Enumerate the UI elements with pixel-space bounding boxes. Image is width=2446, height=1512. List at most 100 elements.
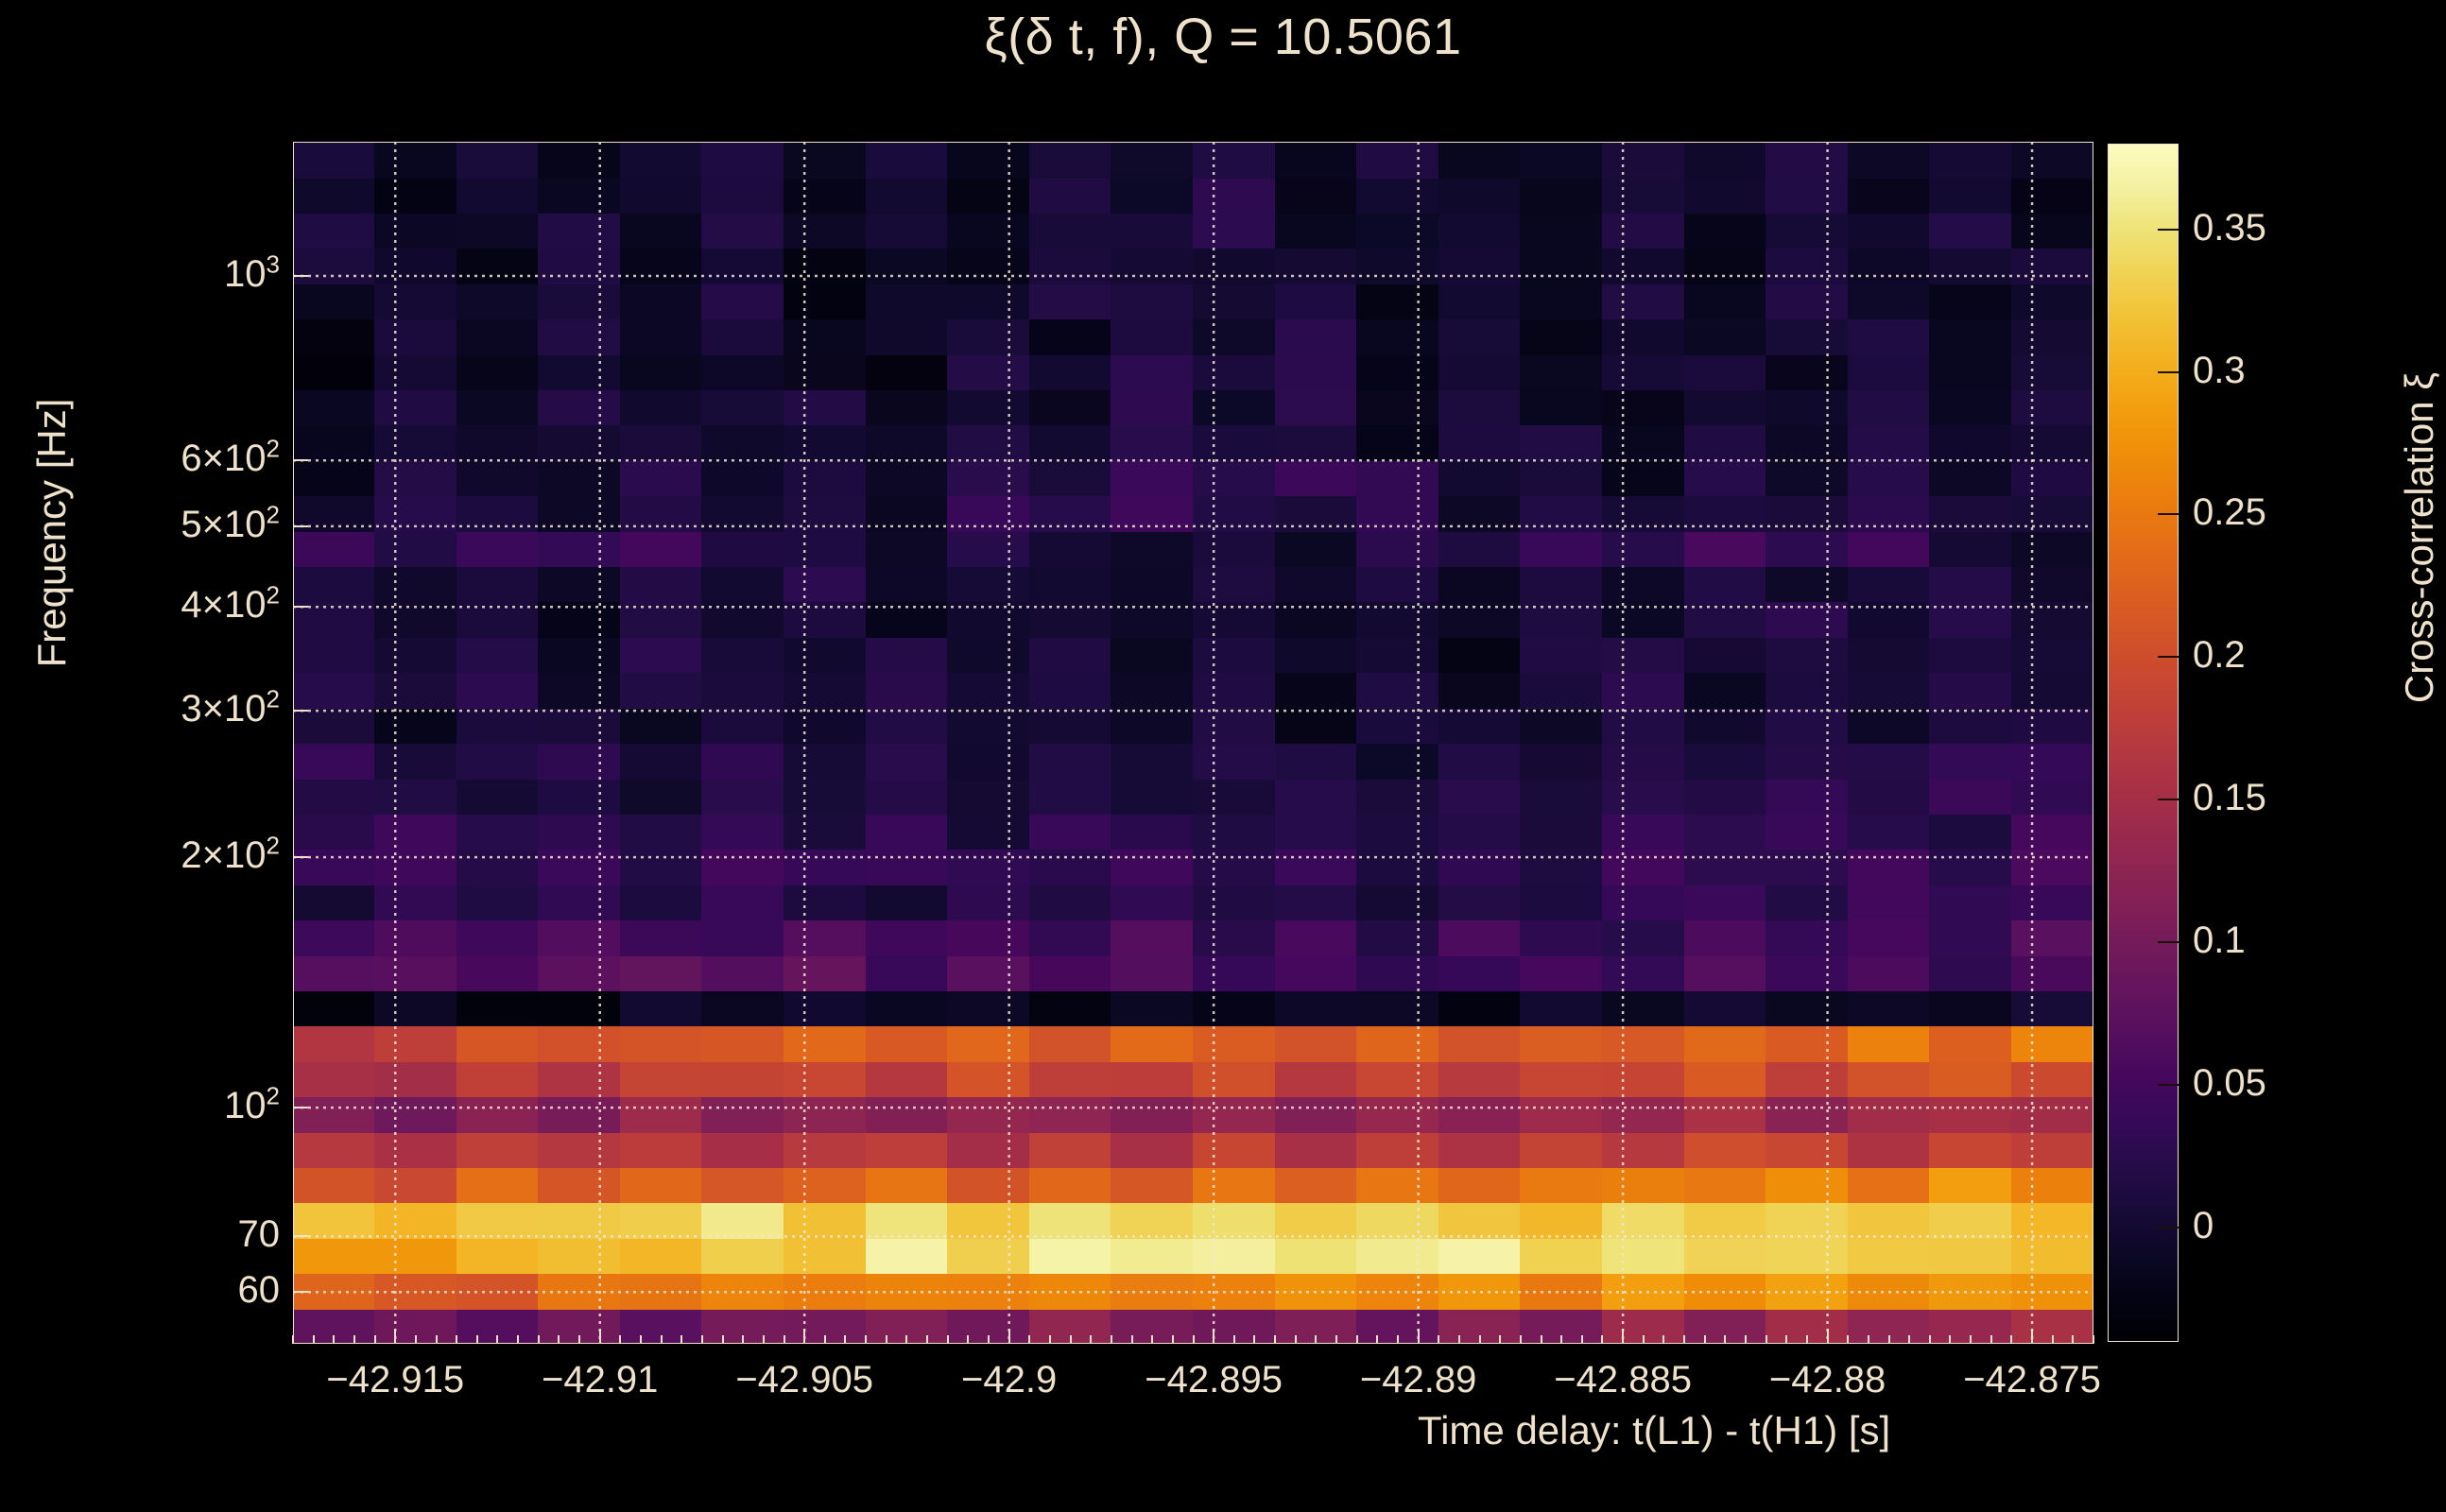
- x-minor-tick-mark: [1765, 1335, 1767, 1344]
- x-minor-tick-mark: [353, 1335, 355, 1344]
- colorbar-tick-mark: [2158, 228, 2179, 231]
- x-minor-tick-mark: [700, 1335, 703, 1344]
- y-tick-label: 4×102: [181, 580, 280, 627]
- x-minor-tick-mark: [558, 1335, 560, 1344]
- y-tick-label: 102: [224, 1081, 280, 1127]
- x-minor-tick-mark: [1192, 1335, 1195, 1344]
- x-minor-tick-mark: [1396, 1335, 1399, 1344]
- x-tick-label: −42.895: [1145, 1359, 1283, 1400]
- x-minor-tick-mark: [1949, 1335, 1952, 1344]
- colorbar-tick-mark: [2158, 656, 2179, 659]
- x-axis-title: Time delay: t(L1) - t(H1) [s]: [1418, 1408, 1891, 1452]
- heatmap-canvas: [293, 142, 2093, 1344]
- y-axis-title: Frequency [Hz]: [29, 398, 74, 668]
- x-minor-tick-mark: [1232, 1335, 1235, 1344]
- x-minor-tick-mark: [1703, 1335, 1706, 1344]
- x-minor-tick-mark: [1540, 1335, 1542, 1344]
- x-minor-tick-mark: [517, 1335, 520, 1344]
- x-minor-tick-mark: [885, 1335, 887, 1344]
- x-minor-tick-mark: [1253, 1335, 1256, 1344]
- x-minor-tick-mark: [1171, 1335, 1174, 1344]
- colorbar-tick-mark: [2158, 1084, 2179, 1087]
- x-tick-label: −42.915: [326, 1359, 465, 1400]
- x-minor-tick-mark: [2010, 1335, 2013, 1344]
- x-minor-tick-mark: [435, 1335, 438, 1344]
- x-tick-label: −42.875: [1963, 1359, 2101, 1400]
- y-tick-label: 3×102: [181, 684, 280, 730]
- y-tick-label: 2×102: [181, 831, 280, 877]
- x-minor-tick-mark: [1478, 1335, 1481, 1344]
- x-minor-tick-mark: [823, 1335, 826, 1344]
- x-minor-tick-mark: [865, 1335, 868, 1344]
- x-minor-tick-mark: [1028, 1335, 1031, 1344]
- colorbar-tick-mark: [2158, 370, 2179, 373]
- x-minor-tick-mark: [640, 1335, 642, 1344]
- x-minor-tick-mark: [926, 1335, 929, 1344]
- y-tick-mark: [293, 856, 308, 859]
- colorbar-tick-mark: [2158, 941, 2179, 944]
- x-minor-tick-mark: [1826, 1335, 1829, 1344]
- colorbar-tick-label: 0.3: [2193, 349, 2246, 391]
- x-tick-label: −42.89: [1359, 1359, 1477, 1400]
- colorbar-tick-label: 0.35: [2193, 206, 2266, 249]
- x-minor-tick-mark: [762, 1335, 765, 1344]
- x-minor-tick-mark: [537, 1335, 540, 1344]
- x-minor-tick-mark: [1683, 1335, 1686, 1344]
- x-minor-tick-mark: [619, 1335, 622, 1344]
- y-tick-label: 60: [237, 1269, 281, 1312]
- x-minor-tick-mark: [1376, 1335, 1379, 1344]
- x-minor-tick-mark: [1785, 1335, 1788, 1344]
- x-minor-tick-mark: [2072, 1335, 2075, 1344]
- x-minor-tick-mark: [1090, 1335, 1093, 1344]
- colorbar-tick-label: 0.1: [2193, 919, 2246, 962]
- x-minor-tick-mark: [414, 1335, 417, 1344]
- x-minor-tick-mark: [373, 1335, 376, 1344]
- colorbar-tick-mark: [2158, 799, 2179, 801]
- y-tick-mark: [293, 1291, 308, 1294]
- x-minor-tick-mark: [1887, 1335, 1890, 1344]
- x-minor-tick-mark: [1867, 1335, 1869, 1344]
- x-minor-tick-mark: [1642, 1335, 1645, 1344]
- x-minor-tick-mark: [988, 1335, 990, 1344]
- x-tick-label: −42.905: [735, 1359, 874, 1400]
- y-tick-mark: [293, 1235, 308, 1238]
- x-minor-tick-mark: [475, 1335, 478, 1344]
- x-minor-tick-mark: [598, 1335, 601, 1344]
- x-minor-tick-mark: [1315, 1335, 1318, 1344]
- x-minor-tick-mark: [905, 1335, 908, 1344]
- y-tick-label: 5×102: [181, 500, 280, 545]
- x-minor-tick-mark: [1908, 1335, 1911, 1344]
- y-tick-mark: [293, 275, 308, 277]
- colorbar-tick-label: 0.15: [2193, 777, 2266, 819]
- colorbar-border: [2108, 144, 2179, 1342]
- x-minor-tick-mark: [1294, 1335, 1297, 1344]
- x-minor-tick-mark: [742, 1335, 745, 1344]
- y-tick-mark: [293, 710, 308, 713]
- x-minor-tick-mark: [1990, 1335, 1992, 1344]
- x-minor-tick-mark: [1601, 1335, 1604, 1344]
- x-minor-tick-mark: [2093, 1335, 2094, 1344]
- x-minor-tick-mark: [1110, 1335, 1112, 1344]
- x-minor-tick-mark: [1560, 1335, 1563, 1344]
- colorbar-title: Cross-correlation ξ: [2397, 371, 2441, 704]
- x-minor-tick-mark: [1499, 1335, 1502, 1344]
- x-minor-tick-mark: [578, 1335, 581, 1344]
- colorbar-tick-label: 0.05: [2193, 1062, 2266, 1105]
- x-minor-tick-mark: [1519, 1335, 1522, 1344]
- x-minor-tick-mark: [1928, 1335, 1931, 1344]
- x-minor-tick-mark: [783, 1335, 785, 1344]
- x-minor-tick-mark: [1048, 1335, 1051, 1344]
- colorbar-tick-label: 0.2: [2193, 634, 2246, 677]
- x-minor-tick-mark: [1335, 1335, 1338, 1344]
- x-minor-tick-mark: [394, 1335, 397, 1344]
- x-minor-tick-mark: [1438, 1335, 1440, 1344]
- x-minor-tick-mark: [1069, 1335, 1072, 1344]
- x-minor-tick-mark: [1622, 1335, 1625, 1344]
- x-tick-label: −42.9: [961, 1359, 1058, 1400]
- x-minor-tick-mark: [1417, 1335, 1420, 1344]
- heatmap-plot-area[interactable]: [293, 142, 2093, 1344]
- x-minor-tick-mark: [333, 1335, 336, 1344]
- x-minor-tick-mark: [1274, 1335, 1277, 1344]
- x-minor-tick-mark: [1151, 1335, 1154, 1344]
